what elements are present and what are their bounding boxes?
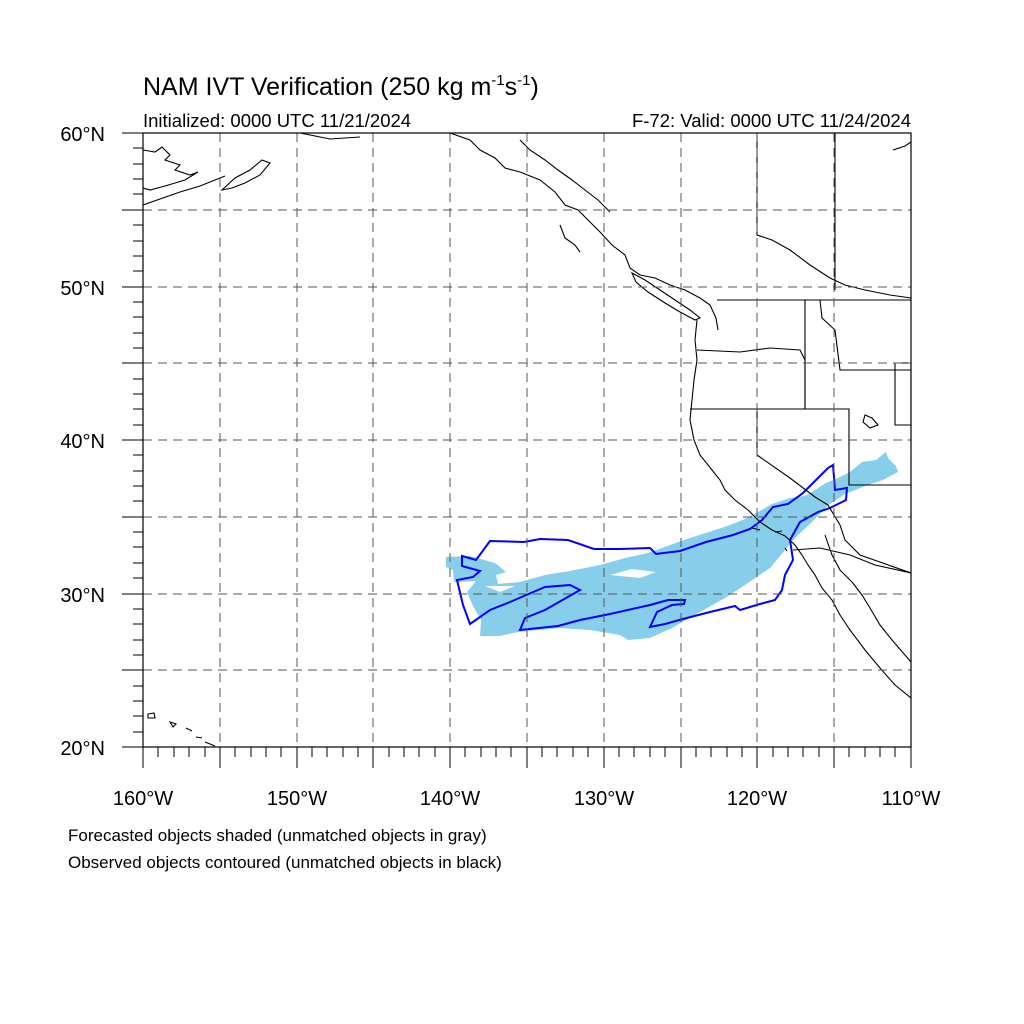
observed-ivt-contour (455, 463, 849, 632)
lon-label-150w: 150°W (267, 788, 327, 810)
forecast-legend-note: Forecasted objects shaded (unmatched obj… (68, 826, 487, 845)
map-title: NAM IVT Verification (250 kg m-1s-1) (143, 72, 539, 101)
lat-label-40n: 40°N (60, 431, 105, 453)
graticule (143, 133, 911, 747)
lon-label-140w: 140°W (420, 788, 480, 810)
lon-label-130w: 130°W (574, 788, 634, 810)
lon-label-160w: 160°W (113, 788, 173, 810)
valid-time-label: F-72: Valid: 0000 UTC 11/24/2024 (631, 110, 911, 131)
lon-label-120w: 120°W (727, 788, 787, 810)
initialized-label: Initialized: 0000 UTC 11/21/2024 (143, 110, 412, 131)
coastlines (143, 133, 911, 747)
forecast-ivt-object (446, 452, 898, 640)
observed-legend-note: Observed objects contoured (unmatched ob… (68, 853, 502, 872)
lat-label-60n: 60°N (60, 124, 105, 146)
lat-label-50n: 50°N (60, 278, 105, 300)
axis-ticks (122, 132, 912, 768)
lat-label-30n: 30°N (60, 585, 105, 607)
lon-label-110w: 110°W (882, 788, 941, 810)
lat-label-20n: 20°N (60, 738, 105, 760)
